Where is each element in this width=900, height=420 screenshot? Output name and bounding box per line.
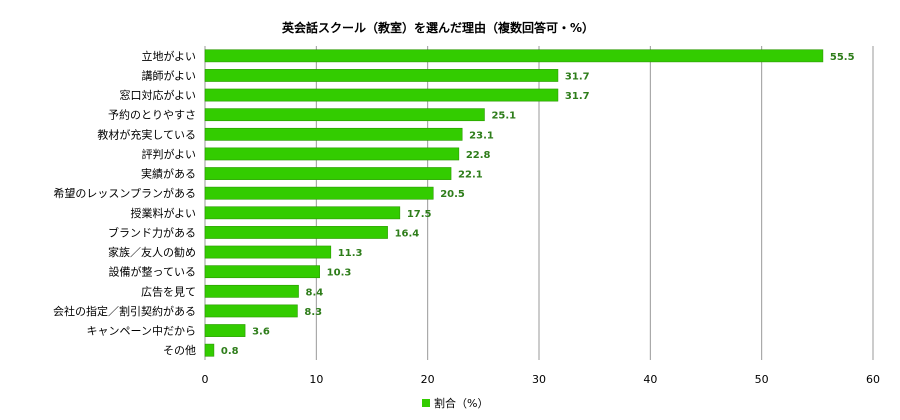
bar [204,147,460,161]
bars [204,49,824,357]
value-label: 17.5 [407,209,432,220]
bar [204,108,485,122]
bar [204,226,388,239]
category-label: 講師がよい [142,68,196,82]
category-label: 会社の指定／割引契約がある [53,304,196,318]
category-label: 希望のレッスンプランがある [53,186,196,200]
category-label: 窓口対応がよい [120,88,196,102]
bar [204,88,559,102]
chart-title: 英会話スクール（教室）を選んだ理由（複数回答可・%） [282,20,594,35]
category-label: 授業料がよい [131,206,196,220]
bar [204,69,559,82]
x-tick-label: 60 [866,373,880,386]
category-label: 実績がある [141,167,196,181]
bar [204,343,215,357]
category-labels: 立地がよい講師がよい窓口対応がよい予約のとりやすさ教材が充実している評判がよい実… [53,49,196,357]
bar [204,49,824,63]
value-label: 8.4 [306,287,324,298]
category-label: 評判がよい [142,147,196,161]
bar [204,167,452,180]
category-label: 予約のとりやすさ [108,108,196,122]
legend-label: 割合（%） [434,396,488,410]
x-tick-label: 10 [309,373,323,386]
bar [204,127,463,141]
value-label: 3.6 [252,327,270,338]
bar [204,324,246,337]
bar [204,186,434,200]
category-label: 設備が整っている [109,265,196,279]
value-label: 55.5 [830,52,855,63]
bar [204,206,401,220]
x-tick-label: 30 [532,373,546,386]
bar [204,304,298,318]
category-label: その他 [163,344,196,357]
value-label: 0.8 [221,346,239,357]
value-label: 31.7 [565,91,590,102]
category-label: キャンペーン中だから [87,325,196,338]
value-label: 22.1 [458,170,483,181]
value-label: 22.8 [466,150,491,161]
bar [204,284,299,298]
category-label: ブランド力がある [108,225,196,239]
value-label: 25.1 [491,111,516,122]
value-labels: 55.5 31.7 31.7 25.1 23.1 22.8 22.1 20.5 17.5 16.4… [221,52,855,357]
category-label: 広告を見て [141,285,196,298]
legend: 割合（%） [422,396,488,410]
bar [204,245,332,259]
category-label: 家族／友人の勧め [108,245,196,259]
bar [204,265,320,279]
value-label: 20.5 [440,189,465,200]
value-label: 10.3 [327,268,352,279]
legend-swatch [422,399,430,407]
x-axis-tick-labels: 0 10 20 30 40 50 60 [202,373,881,386]
category-label: 立地がよい [142,49,196,63]
value-label: 11.3 [338,248,363,259]
x-tick-label: 20 [421,373,435,386]
value-label: 23.1 [469,130,494,141]
category-label: 教材が充実している [97,127,196,141]
x-tick-label: 50 [755,373,769,386]
x-tick-label: 40 [643,373,657,386]
value-label: 16.4 [395,228,420,239]
value-label: 8.3 [304,307,322,318]
x-tick-label: 0 [202,373,209,386]
value-label: 31.7 [565,71,590,82]
